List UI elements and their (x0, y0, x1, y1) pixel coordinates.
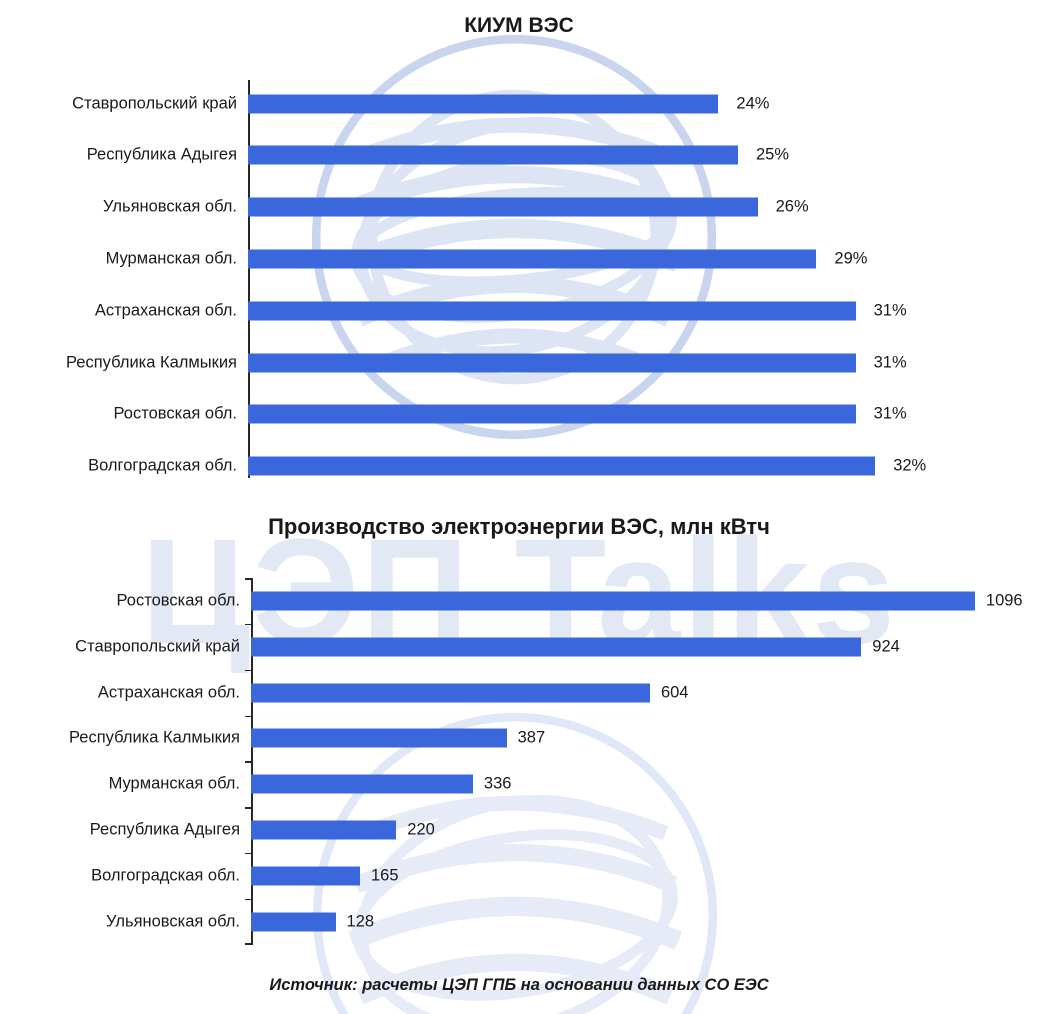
chart1-category-label: Республика Калмыкия (66, 353, 237, 371)
chart1-bar (248, 301, 856, 321)
chart2-category-label: Республика Калмыкия (69, 728, 240, 747)
chart2-axis-tick (245, 761, 251, 763)
chart1-plot-area: Ставропольский край 24% Республика Адыгея 2… (66, 80, 926, 478)
chart1-category-axis (248, 80, 250, 478)
chart2-axis-tick (245, 578, 251, 580)
chart1-value-label: 24% (736, 94, 770, 112)
chart2-bar (251, 728, 507, 748)
chart1-bar (248, 145, 738, 165)
chart1-bar (248, 197, 758, 217)
chart1-value-label: 31% (873, 301, 907, 320)
chart2-plot-area: Ростовская обл. 1096 Ставропольский край 92… (69, 578, 1023, 945)
chart2-bar (251, 866, 360, 886)
chart2-category-axis (251, 578, 253, 945)
chart2-axis-tick (245, 852, 251, 855)
chart2-value-label: 1096 (985, 591, 1023, 610)
chart2-value-label: 924 (872, 637, 900, 656)
chart1-category-label: Республика Адыгея (86, 145, 237, 164)
chart2-axis-tick (245, 669, 251, 672)
chart1-value-label: 31% (873, 404, 907, 423)
chart2-value-label: 387 (517, 728, 546, 747)
chart2-bar (251, 774, 473, 794)
chart1-category-label: Мурманская обл. (105, 249, 237, 268)
chart2-bar (251, 591, 975, 611)
chart2-bar (251, 637, 862, 657)
chart2-category-label: Ставропольский край (75, 637, 240, 656)
chart1-value-label: 31% (873, 353, 907, 371)
chart1-category-label: Ростовская обл. (113, 404, 237, 423)
chart1-value-label: 26% (775, 197, 809, 216)
chart2-axis-tick (245, 715, 251, 718)
chart2-category-label: Астраханская обл. (97, 683, 240, 702)
chart2-category-label: Ростовская обл. (116, 591, 240, 610)
chart2-category-label: Республика Адыгея (89, 820, 240, 839)
chart2-value-label: 336 (483, 774, 512, 793)
chart2-axis-tick (245, 898, 251, 901)
chart1-category-label: Ставропольский край (72, 94, 237, 112)
chart2-value-label: 165 (370, 866, 399, 885)
chart2-bar (251, 683, 650, 703)
chart1-category-label: Астраханская обл. (94, 301, 237, 320)
source-note: Источник: расчеты ЦЭП ГПБ на основании д… (269, 976, 769, 994)
chart1-category-label: Волгоградская обл. (88, 456, 237, 475)
chart1-bar (248, 353, 856, 372)
chart2-axis-tick (245, 807, 251, 809)
chart1-value-label: 32% (893, 456, 927, 475)
chart2-axis-tick (245, 943, 251, 945)
chart1-value-label: 25% (756, 145, 790, 164)
chart2-bar (251, 912, 336, 932)
chart1-bar (248, 249, 817, 269)
chart1-bar (248, 94, 719, 113)
chart2-value-label: 220 (407, 820, 435, 839)
chart1-value-label: 29% (834, 249, 868, 268)
chart2-value-label: 128 (346, 912, 375, 931)
chart1-category-label: Ульяновская обл. (102, 197, 237, 216)
chart2-title: Производство электроэнергии ВЭС, млн кВт… (268, 514, 770, 539)
chart1-title: КИУМ ВЭС (464, 14, 574, 37)
chart2-value-label: 604 (660, 683, 689, 702)
chart2-axis-tick (245, 623, 251, 626)
chart2-bar (251, 820, 397, 840)
globe-swirl-icon (311, 34, 717, 440)
chart1-bar (248, 456, 876, 476)
chart2-category-label: Волгоградская обл. (91, 866, 240, 885)
chart2-category-label: Ульяновская обл. (105, 912, 240, 931)
chart1-bar (248, 404, 856, 424)
chart2-category-label: Мурманская обл. (108, 774, 240, 793)
